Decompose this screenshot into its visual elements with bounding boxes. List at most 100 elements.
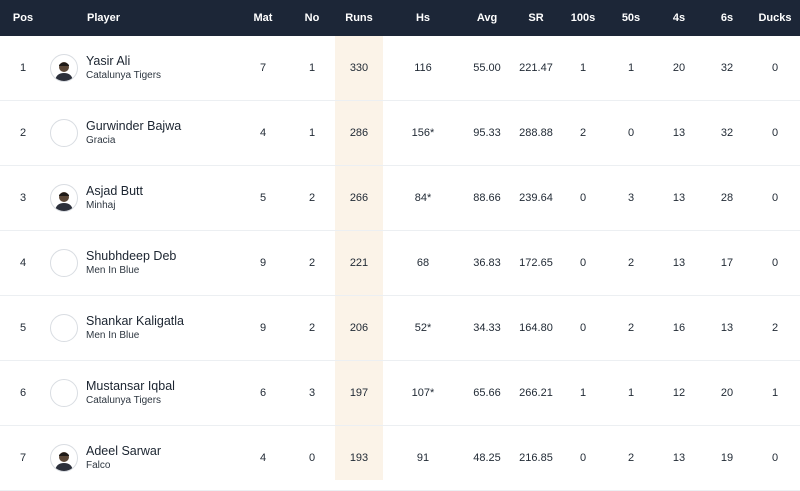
header-hs[interactable]: Hs: [415, 12, 431, 24]
cell-avg: 95.33: [473, 127, 501, 139]
header-sr[interactable]: SR: [528, 12, 544, 24]
player-name[interactable]: Shankar Kaligatla: [86, 314, 184, 328]
cell-6s: 17: [720, 257, 734, 269]
cell-50s: 1: [627, 387, 635, 399]
header-mat[interactable]: Mat: [253, 12, 273, 24]
cell-100s: 1: [579, 387, 587, 399]
table-row[interactable]: 1 Yasir Ali Catalunya Tigers 7 1 330 116 55.00 2…: [0, 36, 800, 101]
cell-50s: 0: [627, 127, 635, 139]
cell-pos: 4: [19, 257, 27, 269]
player-team: Gracia: [86, 135, 116, 146]
cell-hs: 91: [416, 452, 430, 464]
cell-sr: 216.85: [519, 452, 553, 464]
player-team: Men In Blue: [86, 265, 140, 276]
cell-mat: 4: [259, 127, 267, 139]
cell-6s: 19: [720, 452, 734, 464]
cell-mat: 7: [259, 62, 267, 74]
cell-50s: 2: [627, 257, 635, 269]
header-6s[interactable]: 6s: [720, 12, 734, 24]
header-no[interactable]: No: [304, 12, 320, 24]
cell-100s: 0: [579, 192, 587, 204]
cell-player[interactable]: Mustansar Iqbal Catalunya Tigers: [50, 361, 250, 425]
avatar-placeholder-icon: [50, 119, 78, 147]
cell-hs: 68: [416, 257, 430, 269]
cell-sr: 266.21: [519, 387, 553, 399]
header-player[interactable]: Player: [87, 12, 121, 24]
header-avg[interactable]: Avg: [476, 12, 498, 24]
cell-100s: 2: [579, 127, 587, 139]
cell-6s: 13: [720, 322, 734, 334]
player-name[interactable]: Shubhdeep Deb: [86, 249, 177, 263]
table-row[interactable]: 5 Shankar Kaligatla Men In Blue 9 2 206 52* 34.…: [0, 296, 800, 361]
player-name[interactable]: Gurwinder Bajwa: [86, 119, 182, 133]
cell-sr: 221.47: [519, 62, 553, 74]
avatar-placeholder-icon: [50, 249, 78, 277]
player-name[interactable]: Asjad Butt: [86, 184, 143, 198]
cell-player[interactable]: Shubhdeep Deb Men In Blue: [50, 231, 250, 295]
cell-6s: 32: [720, 127, 734, 139]
player-info: Shankar Kaligatla Men In Blue: [86, 314, 184, 342]
cell-50s: 2: [627, 452, 635, 464]
cell-runs: 206: [349, 322, 369, 334]
cell-100s: 0: [579, 452, 587, 464]
cell-runs: 286: [349, 127, 369, 139]
cell-hs: 156*: [411, 127, 435, 139]
cell-4s: 13: [672, 127, 686, 139]
header-4s[interactable]: 4s: [672, 12, 686, 24]
player-info: Asjad Butt Minhaj: [86, 184, 143, 212]
cell-ducks: 0: [771, 257, 779, 269]
table-row[interactable]: 3 Asjad Butt Minhaj 5 2 266 84* 88.66 239.64 0 3 13…: [0, 166, 800, 231]
cell-4s: 12: [672, 387, 686, 399]
cell-pos: 2: [19, 127, 27, 139]
cell-no: 3: [308, 387, 316, 399]
player-name[interactable]: Mustansar Iqbal: [86, 379, 175, 393]
cell-mat: 9: [259, 322, 267, 334]
cell-hs: 52*: [414, 322, 432, 334]
cell-mat: 4: [259, 452, 267, 464]
cell-player[interactable]: Shankar Kaligatla Men In Blue: [50, 296, 250, 360]
player-team: Minhaj: [86, 200, 116, 211]
cell-ducks: 0: [771, 127, 779, 139]
table-row[interactable]: 7 Adeel Sarwar Falco 4 0 193 91 48.25 216.85 0 2 13…: [0, 426, 800, 491]
header-ducks[interactable]: Ducks: [758, 12, 792, 24]
cell-mat: 5: [259, 192, 267, 204]
cell-4s: 13: [672, 192, 686, 204]
cell-sr: 172.65: [519, 257, 553, 269]
table-row[interactable]: 2 Gurwinder Bajwa Gracia 4 1 286 156* 95.33 288.…: [0, 101, 800, 166]
cell-ducks: 1: [771, 387, 779, 399]
header-pos[interactable]: Pos: [12, 12, 34, 24]
cell-runs: 193: [349, 452, 369, 464]
cell-player[interactable]: Gurwinder Bajwa Gracia: [50, 101, 250, 165]
header-50s[interactable]: 50s: [621, 12, 641, 24]
player-name[interactable]: Yasir Ali: [86, 54, 131, 68]
player-info: Yasir Ali Catalunya Tigers: [86, 54, 161, 82]
header-runs[interactable]: Runs: [345, 12, 373, 24]
avatar-placeholder-icon: [50, 379, 78, 407]
cell-runs: 330: [349, 62, 369, 74]
table-row[interactable]: 6 Mustansar Iqbal Catalunya Tigers 6 3 197 107…: [0, 361, 800, 426]
player-name[interactable]: Adeel Sarwar: [86, 444, 162, 458]
player-team: Men In Blue: [86, 330, 140, 341]
cell-pos: 3: [19, 192, 27, 204]
cell-hs: 84*: [414, 192, 432, 204]
cell-no: 2: [308, 257, 316, 269]
cell-player[interactable]: Adeel Sarwar Falco: [50, 426, 250, 490]
cell-sr: 288.88: [519, 127, 553, 139]
cell-100s: 1: [579, 62, 587, 74]
header-100s[interactable]: 100s: [570, 12, 596, 24]
cell-mat: 6: [259, 387, 267, 399]
cell-no: 2: [308, 192, 316, 204]
cell-avg: 88.66: [473, 192, 501, 204]
cell-ducks: 0: [771, 62, 779, 74]
cell-100s: 0: [579, 257, 587, 269]
player-team: Catalunya Tigers: [86, 395, 162, 406]
cell-100s: 0: [579, 322, 587, 334]
cell-no: 2: [308, 322, 316, 334]
player-info: Adeel Sarwar Falco: [86, 444, 161, 472]
table-row[interactable]: 4 Shubhdeep Deb Men In Blue 9 2 221 68 36.83 172…: [0, 231, 800, 296]
cell-6s: 28: [720, 192, 734, 204]
cell-sr: 164.80: [519, 322, 553, 334]
cell-player[interactable]: Asjad Butt Minhaj: [50, 166, 250, 230]
cell-player[interactable]: Yasir Ali Catalunya Tigers: [50, 36, 250, 100]
cell-avg: 34.33: [473, 322, 501, 334]
